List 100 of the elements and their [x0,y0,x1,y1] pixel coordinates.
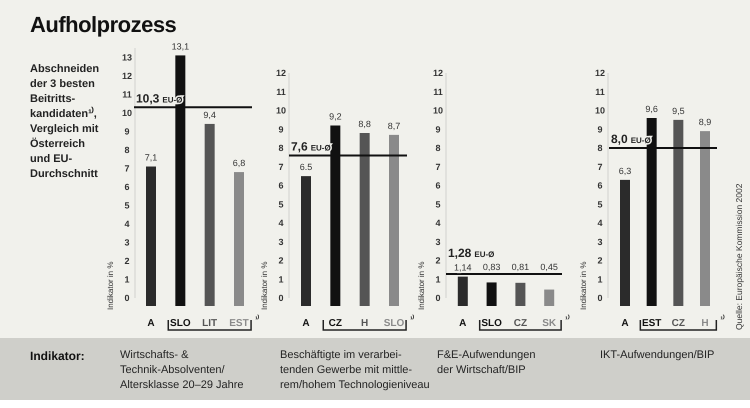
source-note: Quelle: Europäische Kommission 2002 [734,183,744,330]
text: Indikator: [30,349,85,363]
y-tick-label: 2 [278,256,284,266]
y-tick-label: 8 [435,143,441,153]
ref-line-label: 1,28 EU-Ø [448,246,494,260]
y-tick-label: 9 [124,126,130,136]
y-tick-label: 1 [124,274,130,284]
y-tick-label: 3 [124,237,130,248]
data-label: 8,9 [698,117,712,128]
y-tick-label: 1 [435,274,441,284]
data-label: 8,7 [388,120,400,131]
y-tick-label: 11 [433,86,443,97]
y-tick-label: 1 [278,274,284,284]
y-tick-label: 2 [597,256,603,266]
x-tick-label: SLO [170,318,191,329]
text: ¹⁾ [565,314,570,324]
y-tick-label: 4 [124,218,130,229]
x-tick-label: A [621,318,629,329]
y-axis-title: Indikator in % [417,262,426,310]
x-tick-label: A [459,318,466,329]
x-tick-label: SLO [481,318,502,329]
y-tick-label: 0 [124,293,130,303]
ref-line-label: 7,6 EU-Ø [291,140,331,154]
data-label: 9,5 [672,106,685,116]
x-tick-label: A [302,318,310,329]
x-tick-label: LIT [202,318,218,329]
y-tick-label: 6 [597,180,603,190]
y-tick-label: 4 [597,218,603,228]
data-label: 6,3 [618,166,632,176]
y-tick-label: 5 [597,199,603,210]
y-tick-label: 7 [435,162,441,172]
y-tick-label: 9 [435,124,441,134]
x-tick-label: CZ [328,318,342,329]
y-tick-label: 7 [278,162,284,172]
x-tick-label: SK [542,318,557,329]
y-tick-label: 12 [432,68,444,78]
data-label: 9,4 [203,110,216,120]
y-tick-label: 10 [276,106,286,116]
chart-title: Aufholprozess [30,12,177,37]
x-tick-label: EST [642,318,662,329]
y-tick-label: 12 [122,70,132,81]
y-tick-label: 1 [597,274,603,284]
y-tick-label: 13 [122,52,132,62]
text: Abschneiden der 3 besten Beitritts- kandidaten¹⁾, Vergleich mit Österreich und EU- Durchschnitt [30,63,100,180]
text: ¹⁾ [720,314,726,324]
text: ¹⁾ [255,314,260,324]
y-tick-label: 10 [122,108,132,118]
y-tick-label: 3 [597,236,603,247]
y-tick-label: 9 [597,124,603,134]
y-tick-label: 12 [594,68,606,78]
y-tick-label: 5 [435,199,441,210]
y-axis-title: Indikator in % [106,262,115,310]
x-tick-label: SLO [384,318,404,329]
y-tick-label: 4 [435,218,441,228]
y-tick-label: 10 [594,106,606,116]
x-tick-label: CZ [514,318,528,329]
data-label: 0,45 [540,262,558,272]
x-axis-title: IKT-Aufwendungen/BIP [600,349,714,361]
y-axis-title: Indikator in % [579,262,588,310]
x-tick-label: EST [229,318,249,329]
x-axis-title: Beschäftigte im verarbei- tenden Gewerbe mit mittle- rem/hohem Technologieniveau [280,349,430,391]
y-tick-label: 5 [124,200,130,210]
x-tick-label: CZ [672,318,686,329]
y-tick-label: 4 [278,218,284,228]
y-tick-label: 2 [124,256,130,266]
x-tick-label: H [361,318,368,329]
data-label: 9,2 [329,112,342,122]
y-axis-title: Indikator in % [260,262,269,310]
y-tick-label: 6 [278,180,284,190]
data-label: 6.5 [300,162,312,172]
y-tick-label: 2 [435,256,441,266]
data-label: 1,14 [454,262,472,273]
data-label: 13,1 [172,41,190,52]
y-tick-label: 0 [597,293,603,303]
y-tick-label: 6 [124,182,130,192]
y-tick-label: 8 [124,144,130,155]
y-tick-label: 7 [597,162,603,172]
x-tick-label: H [701,318,709,329]
x-axis-title: Wirtschafts- & Technik-Absolventen/ Altersklasse 20–29 Jahre [120,349,244,391]
y-tick-label: 11 [276,86,286,97]
y-tick-label: 7 [124,163,130,174]
y-tick-label: 11 [122,89,132,100]
text: ¹⁾ [410,314,415,324]
y-tick-label: 3 [278,236,284,247]
data-label: 6,8 [232,158,246,168]
y-tick-label: 8 [278,143,284,153]
y-tick-label: 9 [278,124,284,134]
data-label: 8,8 [358,119,371,129]
y-tick-label: 10 [432,106,444,116]
data-label: 9,6 [645,104,658,114]
y-tick-label: 3 [435,236,441,247]
y-tick-label: 12 [276,68,286,78]
y-tick-label: 0 [435,293,441,303]
y-tick-label: 0 [278,293,284,303]
x-axis-title: F&E-Aufwendungen der Wirtschaft/BIP [437,349,536,376]
y-tick-label: 6 [435,180,441,190]
data-label: 0,81 [512,262,530,272]
x-tick-label: A [147,318,155,329]
data-label: 0,83 [482,262,500,272]
y-tick-label: 8 [597,143,603,153]
